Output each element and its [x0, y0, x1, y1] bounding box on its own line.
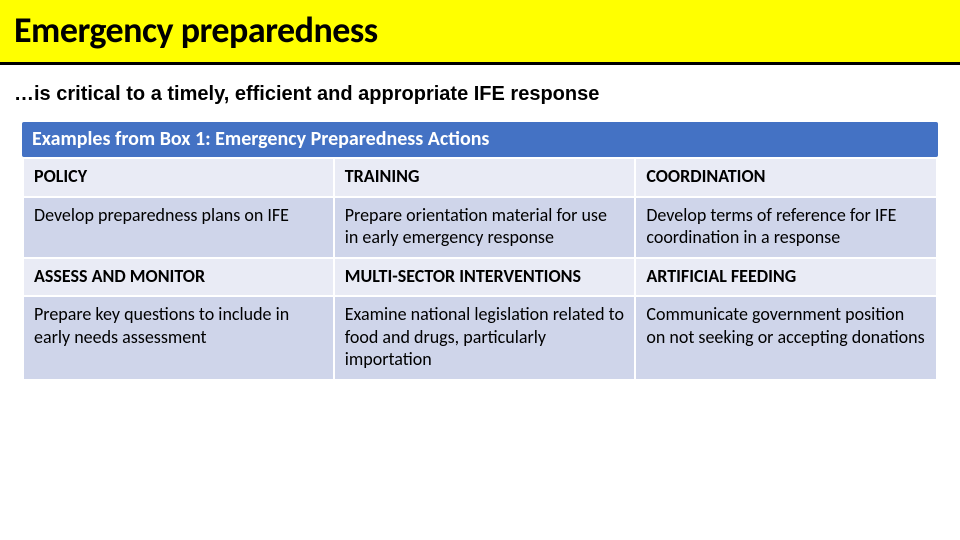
table-region: Examples from Box 1: Emergency Preparedn…	[0, 106, 960, 379]
table-cell: Communicate government position on not s…	[635, 296, 937, 379]
preparedness-table: POLICY TRAINING COORDINATION Develop pre…	[22, 157, 938, 379]
table-cell: ARTIFICIAL FEEDING	[635, 258, 937, 297]
page-title: Emergency preparedness	[14, 8, 946, 52]
table-row: Prepare key questions to include in earl…	[23, 296, 937, 379]
table-cell: Prepare key questions to include in earl…	[23, 296, 334, 379]
table-cell: POLICY	[23, 158, 334, 197]
table-cell: Develop terms of reference for IFE coord…	[635, 197, 937, 258]
table-cell: MULTI-SECTOR INTERVENTIONS	[334, 258, 636, 297]
table-cell: COORDINATION	[635, 158, 937, 197]
title-band: Emergency preparedness	[0, 0, 960, 62]
subtitle: …is critical to a timely, efficient and …	[0, 65, 960, 106]
table-cell: TRAINING	[334, 158, 636, 197]
table-row: ASSESS AND MONITOR MULTI-SECTOR INTERVEN…	[23, 258, 937, 297]
table-body: POLICY TRAINING COORDINATION Develop pre…	[23, 158, 937, 379]
table-row: Develop preparedness plans on IFE Prepar…	[23, 197, 937, 258]
table-cell: Examine national legislation related to …	[334, 296, 636, 379]
table-cell: ASSESS AND MONITOR	[23, 258, 334, 297]
table-caption: Examples from Box 1: Emergency Preparedn…	[22, 122, 938, 157]
table-cell: Develop preparedness plans on IFE	[23, 197, 334, 258]
table-cell: Prepare orientation material for use in …	[334, 197, 636, 258]
table-row: POLICY TRAINING COORDINATION	[23, 158, 937, 197]
